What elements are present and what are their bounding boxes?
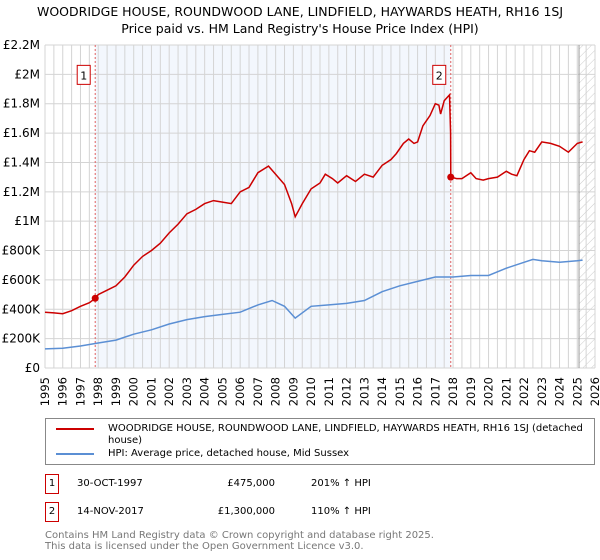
y-tick-label: £0 (25, 361, 40, 375)
legend-swatch-blue (56, 453, 94, 455)
legend: WOODRIDGE HOUSE, ROUNDWOOD LANE, LINDFIE… (45, 418, 595, 465)
x-tick-label: 2018 (446, 377, 460, 406)
transaction-price: £475,000 (227, 478, 275, 489)
y-tick-label: £1.4M (3, 155, 40, 169)
x-tick-label: 2023 (535, 377, 549, 406)
title-line-2: Price paid vs. HM Land Registry's House … (121, 21, 479, 36)
hpi-line (44, 258, 583, 350)
x-tick-label: 2012 (340, 377, 354, 406)
y-tick-label: £2M (14, 67, 40, 81)
x-tick-label: 2007 (251, 377, 265, 406)
sale-label-box (76, 64, 91, 85)
x-tick-label: 2026 (588, 377, 600, 406)
legend-swatch-red (56, 428, 94, 430)
sale-label: 2 (436, 69, 443, 82)
x-tick-label: 1997 (73, 377, 87, 406)
y-tick-label: £2.2M (3, 38, 40, 52)
y-tick-label: £1M (14, 214, 40, 228)
footer-line-2: This data is licensed under the Open Gov… (45, 541, 364, 552)
sale-point (91, 294, 99, 302)
x-tick-label: 2006 (233, 377, 247, 406)
transaction-hpi: 201% ↑ HPI (311, 478, 371, 489)
x-tick-label: 2001 (144, 377, 158, 406)
x-tick-label: 2021 (499, 377, 513, 406)
legend-item-property: WOODRIDGE HOUSE, ROUNDWOOD LANE, LINDFIE… (56, 423, 588, 447)
y-tick-label: £1.2M (3, 185, 40, 199)
ownership-shading (95, 45, 451, 368)
y-tick-label: £200K (2, 332, 42, 346)
x-tick-label: 2020 (482, 377, 496, 406)
x-tick-label: 1999 (109, 377, 123, 406)
sale-label: 1 (80, 69, 87, 82)
transaction-date: 14-NOV-2017 (77, 506, 144, 517)
x-tick-label: 2003 (180, 377, 194, 406)
transaction-price: £1,300,000 (217, 506, 275, 517)
property-price-line (44, 93, 583, 315)
x-tick-label: 2013 (357, 377, 371, 406)
x-tick-label: 2010 (304, 377, 318, 406)
x-tick-label: 2000 (127, 377, 141, 406)
chart-title: WOODRIDGE HOUSE, ROUNDWOOD LANE, LINDFIE… (0, 3, 600, 37)
x-tick-label: 1995 (38, 377, 52, 406)
x-tick-label: 2002 (162, 377, 176, 406)
x-tick-label: 2017 (428, 377, 442, 406)
x-tick-label: 2005 (215, 377, 229, 406)
transaction-row: 2 14-NOV-2017 £1,300,000 110% ↑ HPI (45, 502, 445, 522)
transaction-number: 2 (45, 502, 59, 522)
x-tick-label: 2024 (553, 377, 567, 406)
y-tick-label: £600K (2, 273, 42, 287)
y-tick-label: £1.8M (3, 97, 40, 111)
sale-point (447, 173, 455, 181)
y-tick-label: £1.6M (3, 126, 40, 140)
legend-label: HPI: Average price, detached house, Mid … (108, 448, 350, 459)
x-tick-label: 2015 (393, 377, 407, 406)
x-tick-label: 1996 (56, 377, 70, 406)
footer: Contains HM Land Registry data © Crown c… (45, 530, 595, 552)
x-tick-label: 2009 (286, 377, 300, 406)
x-tick-label: 1998 (91, 377, 105, 406)
legend-item-hpi: HPI: Average price, detached house, Mid … (56, 448, 588, 460)
y-tick-label: £800K (2, 244, 42, 258)
footer-line-1: Contains HM Land Registry data © Crown c… (45, 530, 434, 541)
y-tick-label: £400K (2, 302, 42, 316)
forecast-hatch (579, 45, 595, 368)
x-tick-label: 2004 (198, 377, 212, 406)
transaction-number: 1 (45, 474, 59, 494)
x-tick-label: 2008 (269, 377, 283, 406)
transaction-date: 30-OCT-1997 (77, 478, 143, 489)
title-line-1: WOODRIDGE HOUSE, ROUNDWOOD LANE, LINDFIE… (36, 4, 564, 19)
transaction-row: 1 30-OCT-1997 £475,000 201% ↑ HPI (45, 474, 445, 494)
sale-label-box (432, 64, 447, 85)
x-tick-label: 2025 (570, 377, 584, 406)
x-tick-label: 2022 (517, 377, 531, 406)
price-chart: £0 £200K £400K £600K £800K £1M £1.2M £1.4M £1.6M… (2, 38, 600, 406)
x-tick-label: 2014 (375, 377, 389, 406)
x-tick-label: 2019 (464, 377, 478, 406)
legend-label: WOODRIDGE HOUSE, ROUNDWOOD LANE, LINDFIE… (108, 423, 583, 446)
x-tick-label: 2016 (411, 377, 425, 406)
transaction-hpi: 110% ↑ HPI (311, 506, 371, 517)
x-tick-label: 2011 (322, 377, 336, 406)
